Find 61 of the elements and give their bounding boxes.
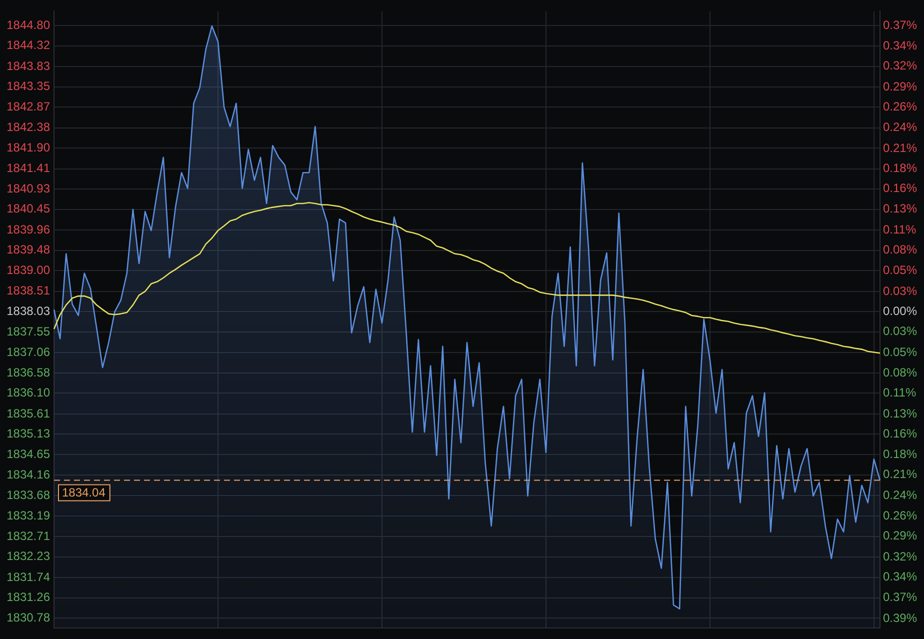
- y-tick-label: 1833.68: [6, 488, 50, 502]
- y-tick-label: 1837.06: [6, 344, 50, 359]
- y2-tick-label: 0.26%: [883, 100, 918, 114]
- y-tick-label: 1835.13: [6, 426, 50, 441]
- y2-tick-label: 0.24%: [883, 120, 918, 134]
- y2-tick-label: 0.24%: [883, 488, 918, 502]
- y-tick-label: 1836.10: [6, 386, 50, 400]
- y-tick-label: 1841.41: [6, 161, 50, 176]
- y2-tick-label: 0.37%: [883, 18, 918, 32]
- y2-tick-label: 0.32%: [883, 58, 918, 73]
- y2-tick-label: 0.39%: [883, 610, 918, 625]
- y-tick-label: 1834.16: [6, 468, 50, 482]
- y-tick-label: 1837.55: [6, 324, 50, 338]
- y-tick-label: 1831.26: [6, 590, 50, 604]
- y2-tick-label: 0.00%: [883, 304, 918, 318]
- y-tick-label: 1839.48: [6, 242, 50, 257]
- y-tick-label: 1841.90: [6, 140, 50, 154]
- y2-tick-label: 0.08%: [883, 365, 918, 380]
- y2-tick-label: 0.11%: [883, 386, 916, 400]
- y2-tick-label: 0.21%: [883, 467, 918, 482]
- y-tick-label: 1840.93: [6, 181, 50, 196]
- y-tick-label: 1832.71: [6, 528, 50, 543]
- y-tick-label: 1830.78: [6, 610, 50, 624]
- y-tick-label: 1834.65: [6, 446, 50, 461]
- y-tick-label: 1842.38: [6, 120, 50, 134]
- y-tick-label: 1844.80: [6, 18, 50, 32]
- y2-tick-label: 0.18%: [883, 161, 918, 176]
- y-tick-label: 1835.61: [6, 406, 50, 420]
- y2-tick-label: 0.32%: [883, 549, 918, 564]
- y2-tick-label: 0.29%: [883, 528, 918, 542]
- y2-tick-label: 0.08%: [883, 242, 918, 257]
- y-tick-label: 1839.00: [6, 263, 50, 277]
- y-tick-label: 1833.19: [6, 508, 50, 523]
- y-tick-label: 1838.51: [6, 284, 50, 298]
- y2-tick-label: 0.05%: [883, 345, 918, 360]
- ref-line-label: 1834.04: [62, 486, 106, 500]
- y2-tick-label: 0.29%: [883, 79, 918, 94]
- y-tick-label: 1844.32: [6, 38, 50, 52]
- y2-tick-label: 0.11%: [883, 222, 916, 236]
- y2-tick-label: 0.18%: [883, 446, 918, 461]
- y-tick-label: 1838.03: [6, 304, 50, 318]
- y2-tick-label: 0.03%: [883, 284, 918, 298]
- y-tick-label: 1840.45: [6, 202, 50, 216]
- y2-tick-label: 0.16%: [883, 426, 918, 441]
- y-tick-label: 1843.83: [6, 58, 50, 73]
- y2-tick-label: 0.34%: [883, 38, 918, 52]
- y-tick-label: 1831.74: [6, 570, 50, 584]
- y2-tick-label: 0.13%: [883, 406, 918, 420]
- y-tick-label: 1836.58: [6, 365, 50, 380]
- y-tick-label: 1832.23: [6, 549, 50, 564]
- y-tick-label: 1839.96: [6, 222, 50, 236]
- y2-tick-label: 0.37%: [883, 590, 918, 604]
- y-tick-label: 1843.35: [6, 79, 50, 94]
- y2-tick-label: 0.05%: [883, 262, 918, 277]
- y2-tick-label: 0.26%: [883, 508, 918, 522]
- y2-tick-label: 0.13%: [883, 201, 918, 216]
- y-tick-label: 1842.87: [6, 99, 50, 114]
- y2-tick-label: 0.16%: [883, 181, 918, 196]
- y2-tick-label: 0.03%: [883, 324, 918, 338]
- y2-tick-label: 0.34%: [883, 570, 918, 584]
- y2-tick-label: 0.21%: [883, 140, 918, 155]
